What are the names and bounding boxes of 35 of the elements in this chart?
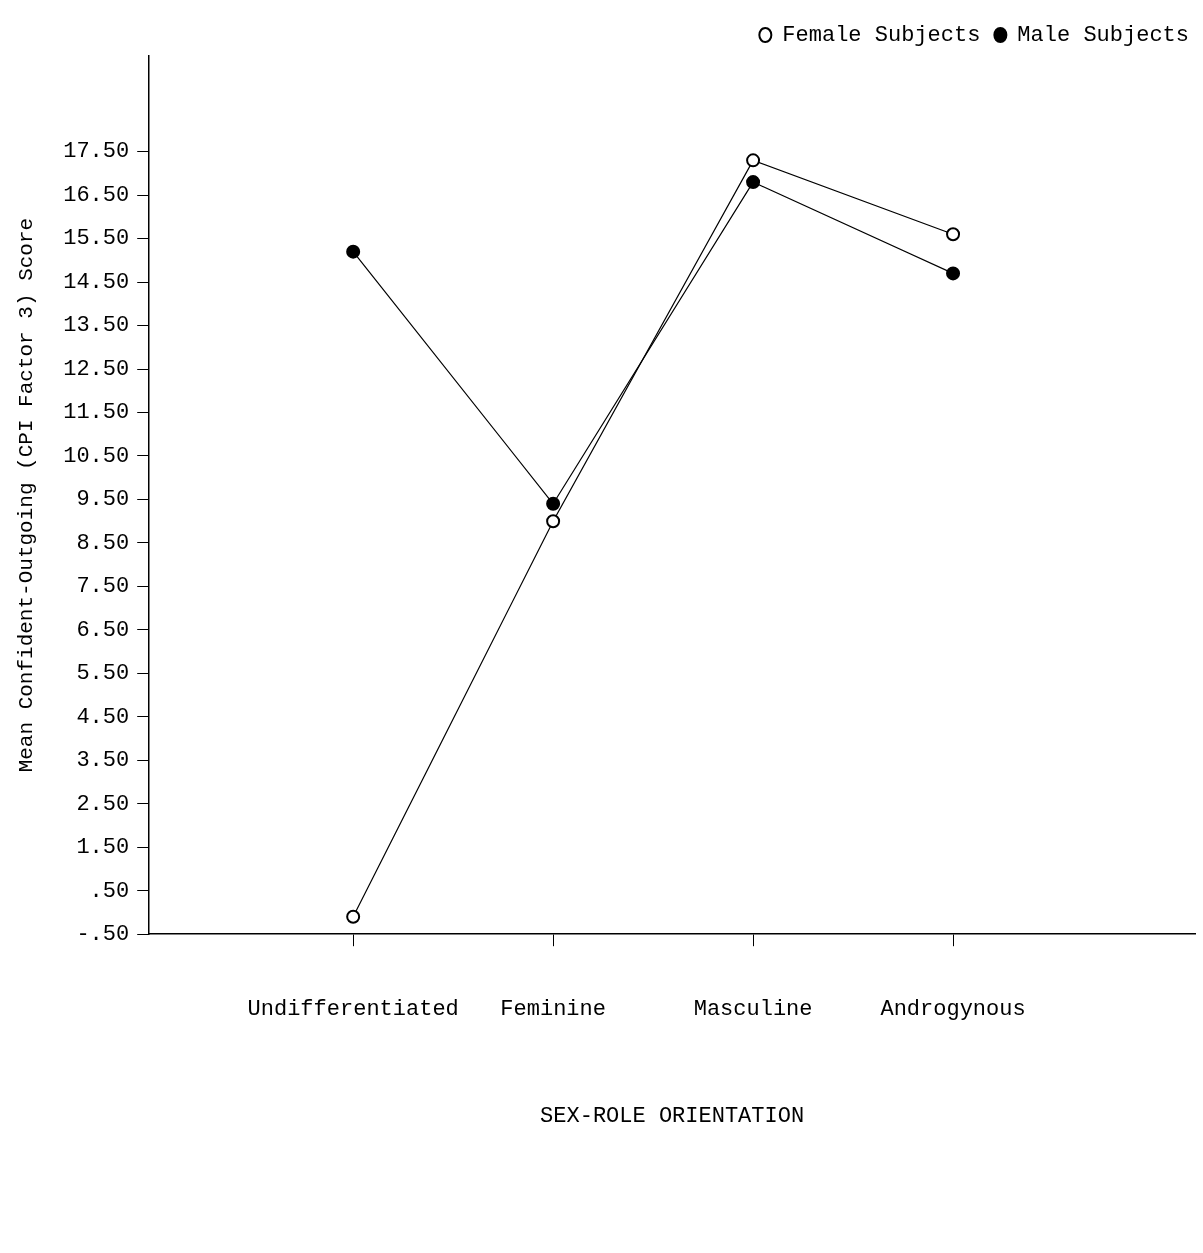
point xyxy=(546,496,561,511)
y-tick-label: 3.50 xyxy=(76,748,130,774)
x-tick-label: Masculine xyxy=(693,997,813,1023)
y-tick-label: -.50 xyxy=(76,922,130,948)
x-tick-label: Androgynous xyxy=(880,997,1026,1023)
y-tick-label: 15.50 xyxy=(63,226,130,252)
y-tick-label: 9.50 xyxy=(76,487,130,513)
y-tick-label: 2.50 xyxy=(76,791,130,817)
x-tick-label: Undifferentiated xyxy=(247,997,459,1023)
legend-label: Female Subjects xyxy=(782,22,981,48)
y-tick-label: 11.50 xyxy=(63,400,130,426)
y-tick-label: 14.50 xyxy=(63,269,130,295)
y-tick-label: 5.50 xyxy=(76,661,130,687)
y-tick-label: 6.50 xyxy=(76,617,130,643)
point xyxy=(546,514,561,529)
point xyxy=(346,244,361,259)
x-axis-title: SEX-ROLE ORIENTATION xyxy=(540,1103,805,1129)
x-tick-label: Feminine xyxy=(500,997,606,1023)
y-tick-label: .50 xyxy=(89,878,130,904)
y-tick-label: 12.50 xyxy=(63,356,130,382)
legend-label: Male Subjects xyxy=(1017,22,1190,48)
point xyxy=(746,153,761,168)
y-tick-label: 7.50 xyxy=(76,574,130,600)
point xyxy=(946,227,961,242)
point xyxy=(946,266,961,281)
y-tick-label: 4.50 xyxy=(76,704,130,730)
y-tick-label: 10.50 xyxy=(63,443,130,469)
point xyxy=(746,175,761,190)
y-tick-label: 17.50 xyxy=(63,139,130,165)
y-tick-label: 13.50 xyxy=(63,313,130,339)
point xyxy=(346,909,361,924)
y-tick-label: 8.50 xyxy=(76,530,130,556)
y-tick-label: 1.50 xyxy=(76,835,130,861)
y-axis-title: Mean Confident-Outgoing (CPI Factor 3) Score xyxy=(15,217,39,773)
y-tick-label: 16.50 xyxy=(63,182,130,208)
